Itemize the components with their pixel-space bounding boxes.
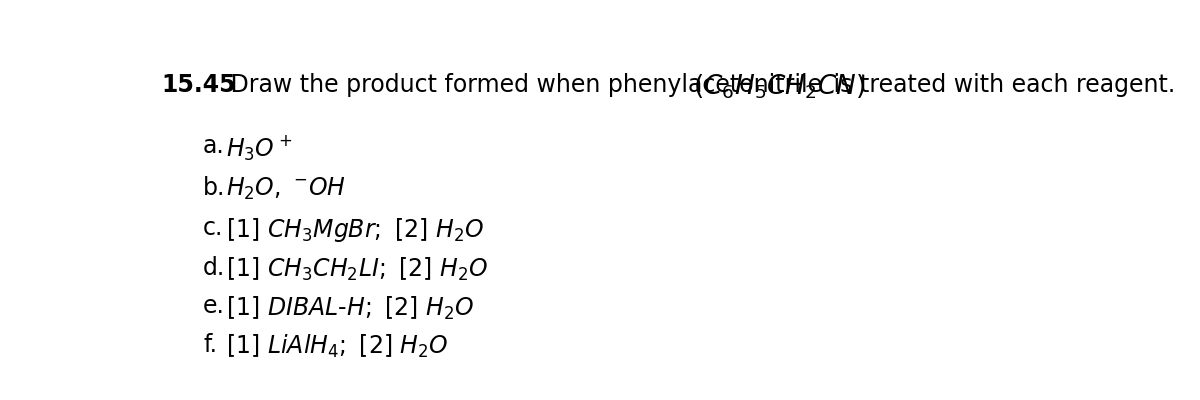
Text: a.: a. xyxy=(203,134,224,158)
Text: $[1]\ LiAlH_4;\ [2]\ H_2O$: $[1]\ LiAlH_4;\ [2]\ H_2O$ xyxy=(227,333,449,360)
Text: $[1]\ CH_3MgBr;\ [2]\ H_2O$: $[1]\ CH_3MgBr;\ [2]\ H_2O$ xyxy=(227,216,484,244)
Text: is treated with each reagent.: is treated with each reagent. xyxy=(827,73,1176,97)
Text: $[1]\ DIBAL\text{-}H;\ [2]\ H_2O$: $[1]\ DIBAL\text{-}H;\ [2]\ H_2O$ xyxy=(227,294,474,322)
Text: Draw the product formed when phenylacetonitrile: Draw the product formed when phenylaceto… xyxy=(223,73,829,97)
Text: c.: c. xyxy=(203,216,223,240)
Text: $H_2O,\ ^{-}OH$: $H_2O,\ ^{-}OH$ xyxy=(227,176,346,202)
Text: $H_3O^+$: $H_3O^+$ xyxy=(227,134,293,164)
Text: e.: e. xyxy=(203,294,224,318)
Text: d.: d. xyxy=(203,256,226,280)
Text: 15.45: 15.45 xyxy=(161,73,235,97)
Text: $[1]\ CH_3CH_2LI;\ [2]\ H_2O$: $[1]\ CH_3CH_2LI;\ [2]\ H_2O$ xyxy=(227,256,488,283)
Text: $(C_6H_5CH_2CN)$: $(C_6H_5CH_2CN)$ xyxy=(692,73,865,101)
Text: b.: b. xyxy=(203,176,226,200)
Text: f.: f. xyxy=(203,333,217,357)
